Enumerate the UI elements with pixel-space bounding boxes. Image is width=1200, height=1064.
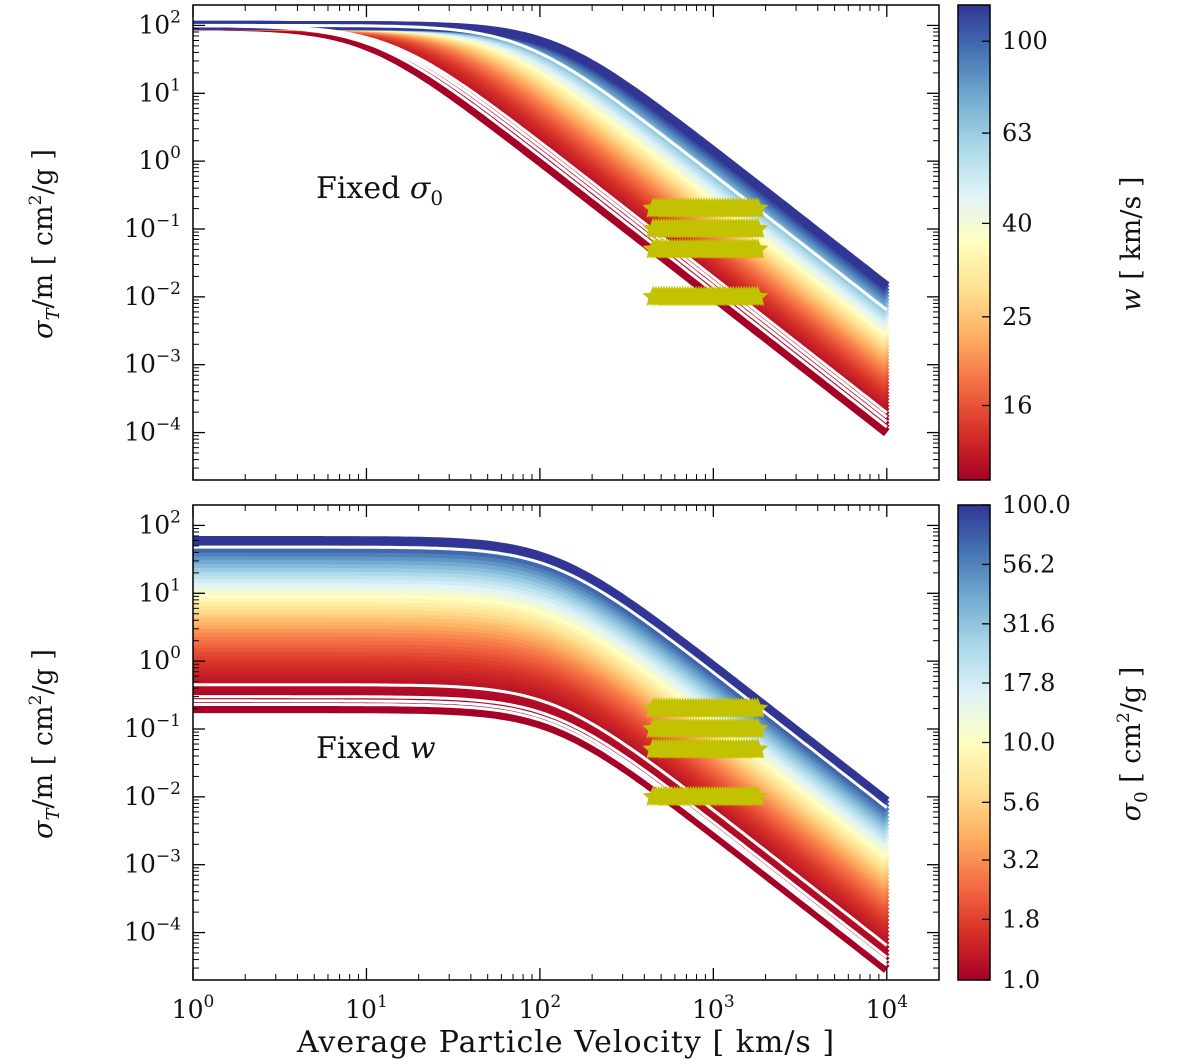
y-tick-label: 101 — [138, 575, 181, 607]
y-tick-label: 10−2 — [124, 779, 181, 811]
series-gap-line — [193, 23, 888, 312]
series-gap-line — [193, 683, 888, 947]
x-ticks: 100 101 102 103 104 — [172, 505, 940, 1024]
colorbar-tick-label: 40 — [1002, 209, 1033, 237]
plot-frame — [192, 4, 940, 481]
star-marker — [746, 697, 769, 718]
y-tick-label: 10−1 — [124, 211, 181, 243]
y-tick-label: 100 — [138, 143, 181, 175]
x-ticks — [192, 5, 940, 480]
colorbar-ticks: 1.0 1.8 3.2 5.6 10.0 17.8 31.6 56.2 100.0 — [982, 491, 1071, 994]
colorbar-title: σ0 [ cm2/g ] — [1114, 667, 1152, 822]
colorbar-tick-label: 25 — [1002, 303, 1033, 331]
colorbar-tick-label: 5.6 — [1002, 788, 1040, 816]
y-axis-title: σT/m [ cm2/g ] — [26, 149, 64, 339]
colorbar-tick-label: 1.0 — [1002, 966, 1040, 994]
panel-fixed-sigma0: 102 101 100 10−1 10−2 10−3 10−4 Fixed σ0 σT/m … — [26, 4, 1147, 481]
y-tick-label: 101 — [138, 75, 181, 107]
y-tick-label: 10−4 — [124, 915, 181, 947]
y-ticks: 102 101 100 10−1 10−2 10−3 10−4 — [124, 4, 939, 481]
colorbar-tick-label: 31.6 — [1002, 610, 1055, 638]
colorbar-tick-label: 1.8 — [1002, 905, 1040, 933]
x-tick-label: 101 — [345, 992, 388, 1024]
y-tick-label: 10−2 — [124, 279, 181, 311]
x-tick-label: 100 — [172, 992, 215, 1024]
x-tick-label: 103 — [692, 992, 735, 1024]
markers-fixed-sigma0 — [642, 197, 769, 306]
plot-frame — [192, 504, 940, 981]
x-tick-label: 104 — [865, 992, 908, 1024]
star-marker — [746, 217, 769, 239]
star-marker — [746, 197, 769, 218]
colorbar-tick-label: 3.2 — [1002, 846, 1040, 874]
x-tick-label: 102 — [519, 992, 562, 1024]
colorbar-tick-label: 63 — [1002, 119, 1033, 147]
annotation: Fixed σ0 — [316, 171, 443, 210]
annotation: Fixed w — [316, 731, 436, 766]
star-marker — [746, 285, 769, 306]
curves-fixed-w — [193, 536, 890, 973]
series-gap-line — [193, 695, 888, 959]
series-gap-line — [193, 703, 888, 967]
colorbar-tick-label: 16 — [1002, 392, 1033, 420]
colorbar-tick-label: 100.0 — [1002, 491, 1071, 519]
curves-fixed-sigma0 — [193, 20, 890, 437]
star-marker — [746, 785, 769, 806]
colorbar-tick-label: 10.0 — [1002, 729, 1055, 757]
x-axis-title: Average Particle Velocity [ km/s ] — [296, 1025, 835, 1060]
y-tick-label: 102 — [138, 507, 181, 539]
y-tick-label: 10−1 — [124, 711, 181, 743]
y-ticks: 102 101 100 10−1 10−2 10−3 10−4 — [124, 504, 939, 981]
star-marker — [746, 238, 769, 259]
y-axis-title: σT/m [ cm2/g ] — [26, 649, 64, 839]
colorbar — [957, 4, 991, 481]
series-line — [193, 536, 890, 805]
colorbar-ticks: 16 25 40 63 100 — [982, 27, 1048, 420]
series-gap-line — [193, 699, 888, 963]
colorbar-tick-label: 100 — [1002, 27, 1048, 55]
y-tick-label: 10−3 — [124, 847, 181, 879]
y-tick-label: 100 — [138, 643, 181, 675]
colorbar-title: w [ km/s ] — [1116, 177, 1147, 312]
y-tick-label: 10−4 — [124, 415, 181, 447]
star-marker — [746, 738, 769, 759]
star-marker — [746, 717, 769, 739]
y-tick-label: 10−3 — [124, 347, 181, 379]
colorbar-tick-label: 56.2 — [1002, 550, 1055, 578]
series-gap-line — [193, 24, 888, 414]
series-gap-line — [193, 545, 888, 809]
markers-fixed-w — [642, 697, 769, 806]
y-tick-label: 102 — [138, 7, 181, 39]
colorbar-tick-label: 17.8 — [1002, 669, 1055, 697]
